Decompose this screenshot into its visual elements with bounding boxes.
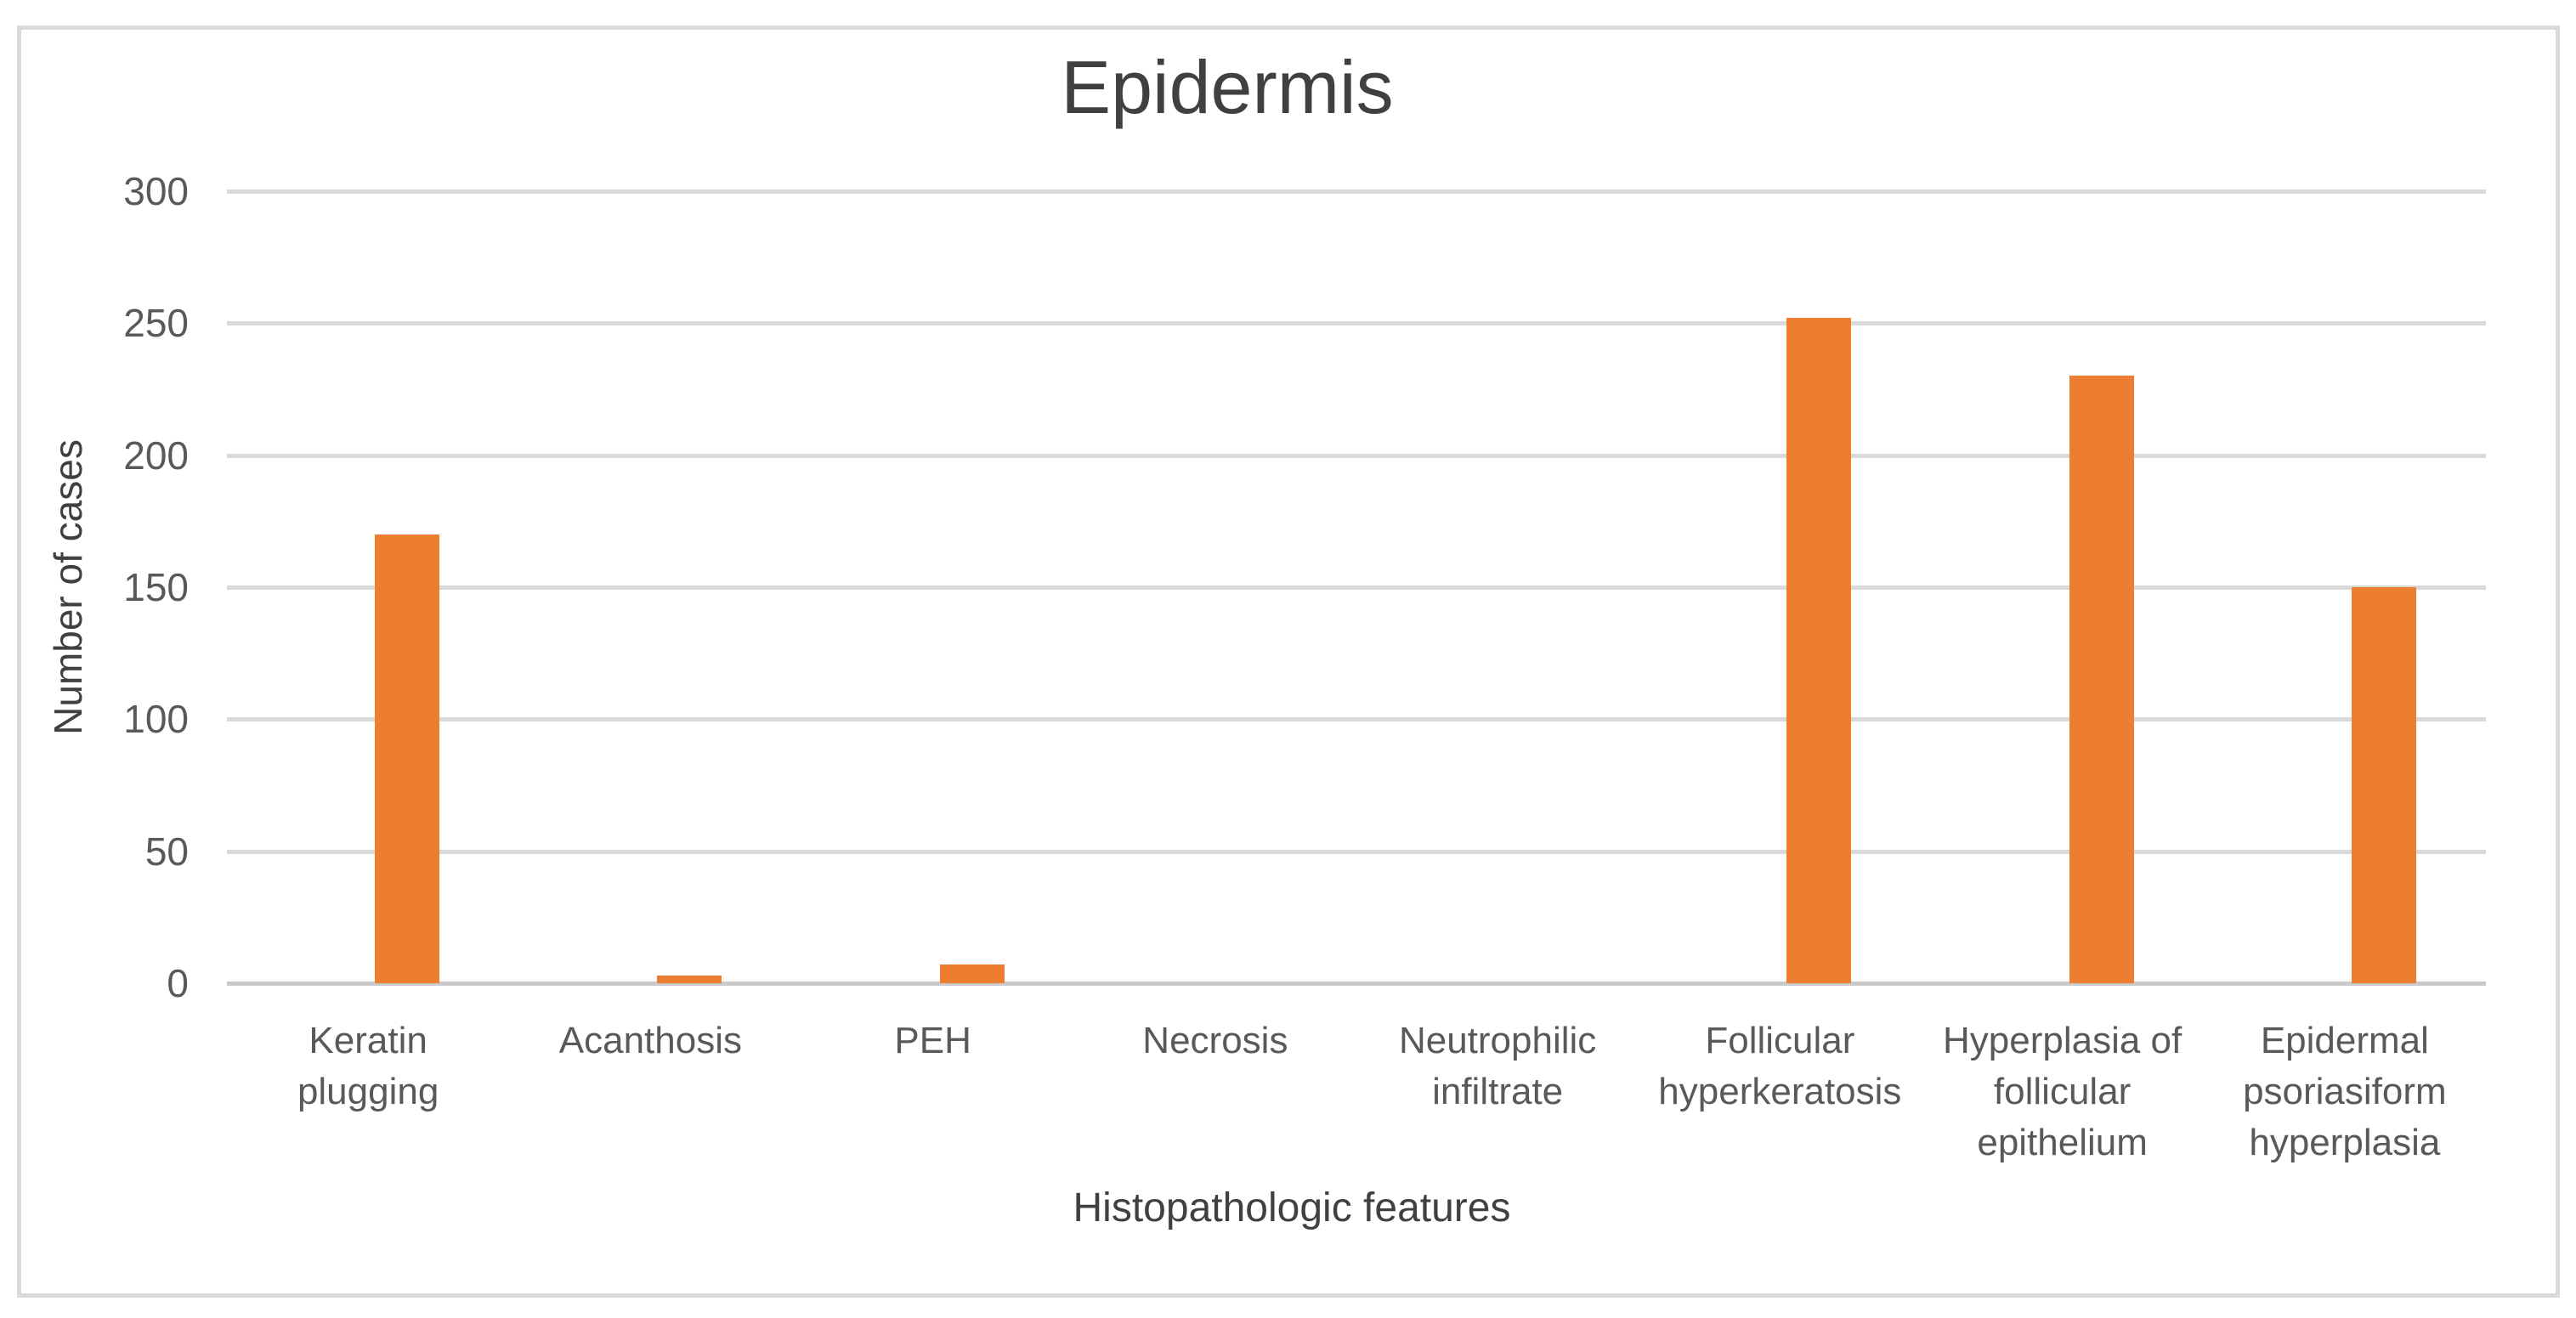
y-tick-label: 0 bbox=[167, 961, 189, 1005]
category-label: Neutrophilic infiltrate bbox=[1398, 1020, 1597, 1112]
y-tick-label: 150 bbox=[123, 565, 189, 609]
gridline bbox=[227, 585, 2486, 590]
y-tick-label: 50 bbox=[144, 829, 189, 874]
category-label: Hyperplasia of follicular epithelium bbox=[1942, 1020, 2183, 1163]
gridline bbox=[227, 453, 2486, 458]
chart-title: Epidermis bbox=[1061, 45, 1394, 129]
category-label: PEH bbox=[894, 1020, 971, 1061]
y-tick-label: 100 bbox=[123, 697, 189, 742]
bar bbox=[1786, 318, 1852, 983]
bar bbox=[657, 975, 722, 983]
gridline bbox=[227, 189, 2486, 194]
y-tick-label: 200 bbox=[123, 433, 189, 478]
y-tick-label: 250 bbox=[123, 301, 189, 346]
x-axis-line bbox=[227, 981, 2486, 986]
category-label: Follicular hyperkeratosis bbox=[1658, 1020, 1902, 1112]
category-label: Acanthosis bbox=[558, 1020, 742, 1061]
category-label: Epidermal psoriasiform hyperplasia bbox=[2243, 1020, 2447, 1163]
category-label: Necrosis bbox=[1142, 1020, 1288, 1061]
gridline bbox=[227, 717, 2486, 722]
y-tick-label: 300 bbox=[123, 169, 189, 213]
chart-frame bbox=[17, 25, 2560, 1298]
x-axis-title: Histopathologic features bbox=[1073, 1185, 1511, 1230]
bar bbox=[2351, 587, 2416, 983]
category-label: Keratin plugging bbox=[297, 1020, 439, 1112]
gridline bbox=[227, 849, 2486, 854]
bar bbox=[939, 964, 1005, 983]
y-axis-title: Number of cases bbox=[46, 439, 90, 735]
bar bbox=[375, 534, 440, 983]
bar bbox=[2069, 376, 2134, 983]
gridline bbox=[227, 321, 2486, 326]
